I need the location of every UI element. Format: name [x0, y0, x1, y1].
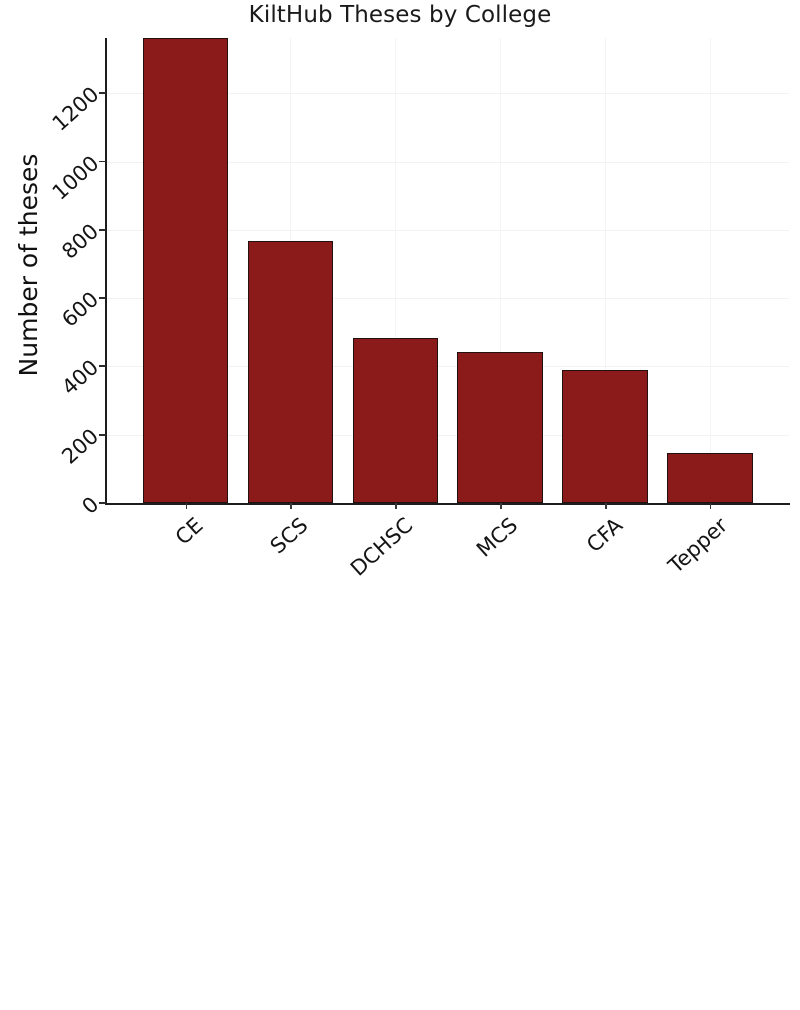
y-tick-label: 400 — [57, 355, 104, 401]
x-tick-label: SCS — [265, 513, 313, 559]
plot-area — [105, 38, 789, 503]
bar-scs — [247, 241, 334, 503]
y-axis-label-container: Number of theses — [13, 55, 43, 475]
bar-chart-figure: KiltHub Theses by College Number of thes… — [13, 2, 790, 581]
x-tick-mark — [500, 503, 502, 509]
y-axis-spine — [105, 38, 107, 504]
x-tick-mark — [290, 503, 292, 509]
y-tick-mark — [99, 228, 106, 231]
y-gridline — [105, 434, 789, 436]
y-tick-label: 800 — [57, 218, 104, 264]
y-tick-label: 200 — [57, 423, 104, 469]
x-axis-spine — [105, 503, 790, 505]
x-gridline — [710, 38, 712, 503]
y-axis-label: Number of theses — [13, 153, 43, 377]
y-gridline — [105, 161, 789, 163]
x-gridline — [605, 38, 607, 503]
grid-and-bars-layer — [105, 38, 789, 503]
bar-mcs — [457, 352, 543, 503]
chart-title: KiltHub Theses by College — [248, 2, 552, 28]
y-tick-mark — [99, 160, 106, 163]
x-tick-label: MCS — [471, 513, 523, 562]
y-gridline — [105, 298, 789, 300]
x-tick-mark — [185, 503, 187, 509]
x-gridline — [395, 38, 397, 503]
x-gridline — [500, 38, 502, 503]
bar-ce — [142, 38, 229, 503]
bar-tepper — [667, 453, 753, 503]
y-tick-mark — [99, 433, 106, 436]
y-tick-mark — [99, 502, 106, 504]
bar-cfa — [562, 370, 648, 503]
y-tick-label: 0 — [77, 492, 104, 519]
bar-dchsc — [352, 338, 439, 503]
x-tick-mark — [395, 503, 397, 509]
x-tick-mark — [710, 503, 712, 509]
y-gridline — [105, 93, 789, 95]
x-tick-mark — [605, 503, 607, 509]
y-tick-label: 1000 — [47, 150, 104, 205]
y-tick-label: 600 — [57, 287, 104, 332]
y-tick-label: 1200 — [47, 82, 104, 136]
y-tick-mark — [99, 92, 106, 95]
y-tick-mark — [99, 365, 106, 368]
y-tick-mark — [99, 297, 106, 299]
y-gridline — [105, 366, 789, 368]
y-gridline — [105, 229, 789, 231]
